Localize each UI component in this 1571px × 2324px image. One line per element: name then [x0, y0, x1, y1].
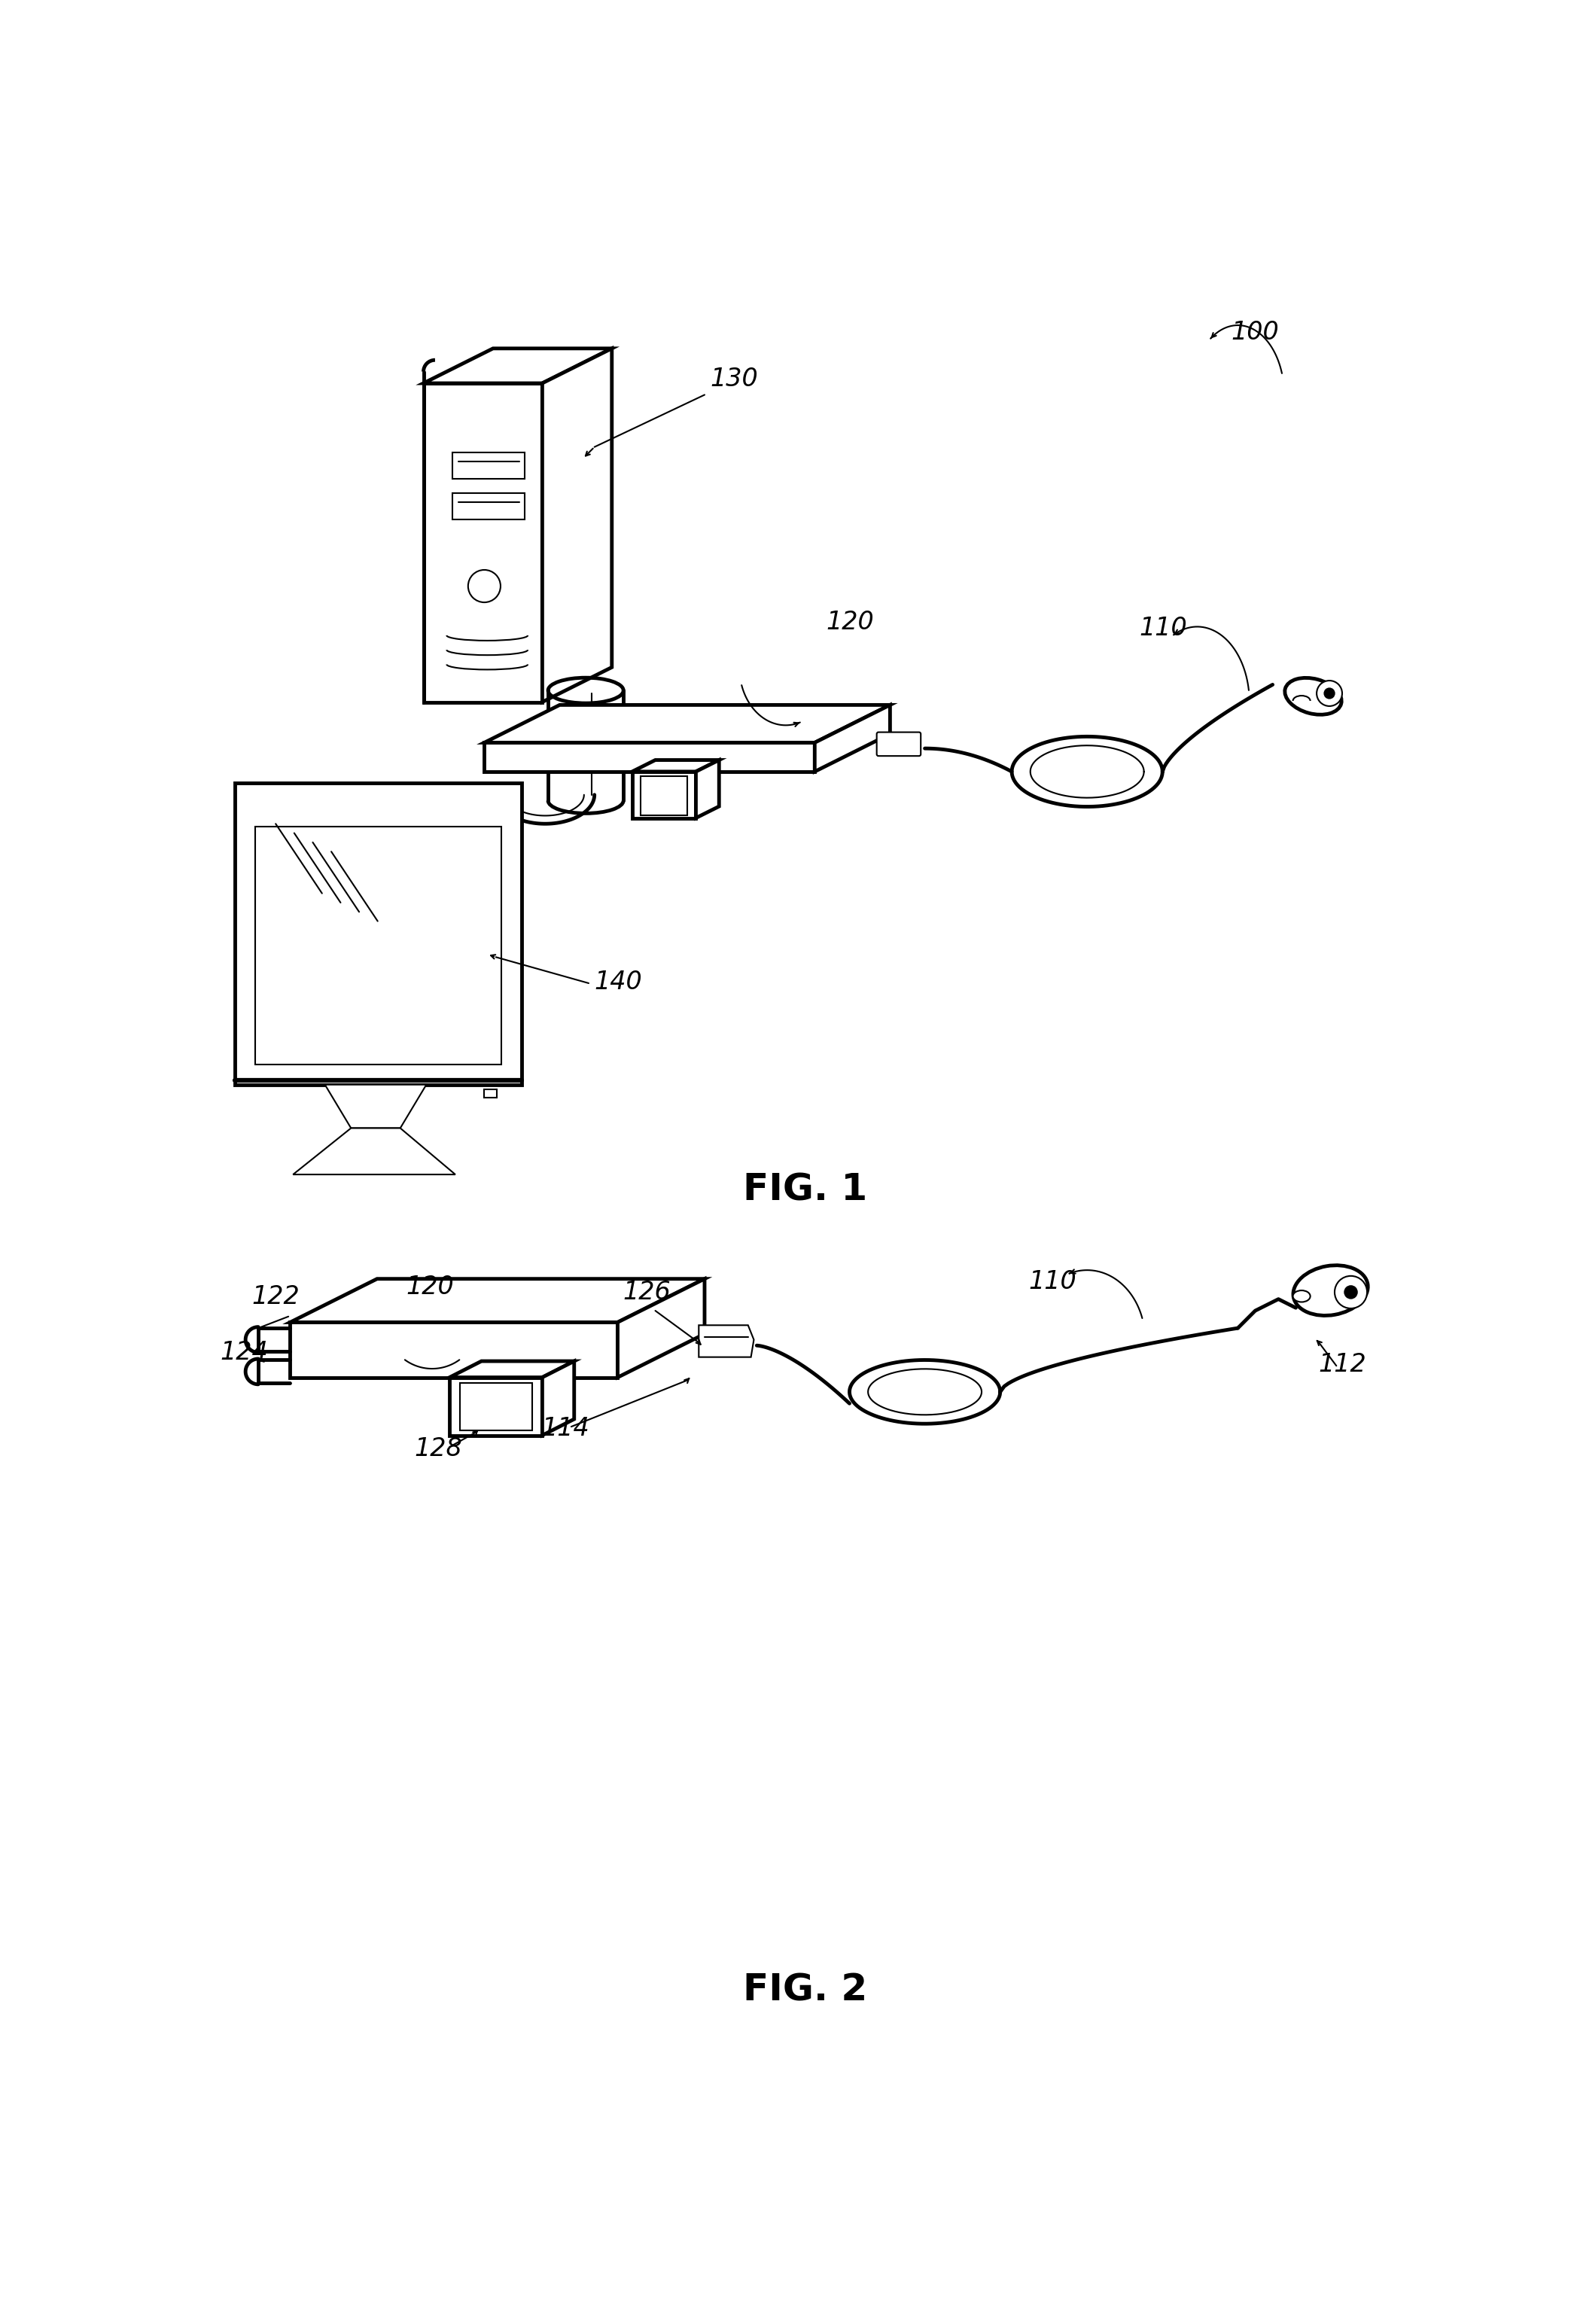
- Polygon shape: [325, 1085, 426, 1127]
- Polygon shape: [291, 1322, 617, 1378]
- Polygon shape: [617, 1278, 704, 1378]
- Polygon shape: [542, 349, 611, 702]
- FancyBboxPatch shape: [877, 732, 921, 755]
- Text: 128: 128: [413, 1436, 462, 1462]
- Ellipse shape: [1285, 679, 1342, 716]
- Polygon shape: [632, 772, 696, 818]
- Ellipse shape: [1293, 1290, 1310, 1301]
- Polygon shape: [484, 704, 891, 744]
- Polygon shape: [815, 704, 891, 772]
- Circle shape: [1335, 1276, 1367, 1308]
- Text: 100: 100: [1232, 321, 1279, 344]
- Polygon shape: [632, 760, 720, 772]
- Text: 124: 124: [220, 1341, 267, 1364]
- Polygon shape: [449, 1362, 573, 1378]
- Text: 114: 114: [542, 1415, 589, 1441]
- Polygon shape: [542, 1362, 573, 1436]
- Text: FIG. 1: FIG. 1: [743, 1171, 867, 1208]
- Text: 110: 110: [1139, 616, 1188, 641]
- Polygon shape: [424, 383, 542, 702]
- Text: 122: 122: [251, 1285, 300, 1308]
- Polygon shape: [256, 827, 501, 1064]
- Polygon shape: [424, 349, 611, 383]
- Ellipse shape: [1293, 1264, 1368, 1315]
- Circle shape: [1343, 1285, 1357, 1299]
- Polygon shape: [699, 1325, 754, 1357]
- Text: 120: 120: [405, 1276, 454, 1299]
- Circle shape: [1316, 681, 1342, 706]
- Polygon shape: [449, 1378, 542, 1436]
- Polygon shape: [641, 776, 687, 816]
- Polygon shape: [460, 1383, 533, 1432]
- Polygon shape: [484, 744, 815, 772]
- Polygon shape: [291, 1278, 704, 1322]
- Text: 130: 130: [710, 367, 759, 390]
- Polygon shape: [294, 1127, 456, 1174]
- Bar: [484, 1090, 496, 1097]
- Text: 110: 110: [1029, 1269, 1076, 1294]
- Text: FIG. 2: FIG. 2: [743, 1973, 867, 2008]
- Polygon shape: [696, 760, 720, 818]
- Text: 126: 126: [622, 1281, 671, 1304]
- Circle shape: [1324, 688, 1335, 700]
- Text: 112: 112: [1318, 1353, 1367, 1376]
- Text: 140: 140: [594, 969, 643, 995]
- Polygon shape: [236, 783, 522, 1085]
- Text: 120: 120: [826, 609, 875, 634]
